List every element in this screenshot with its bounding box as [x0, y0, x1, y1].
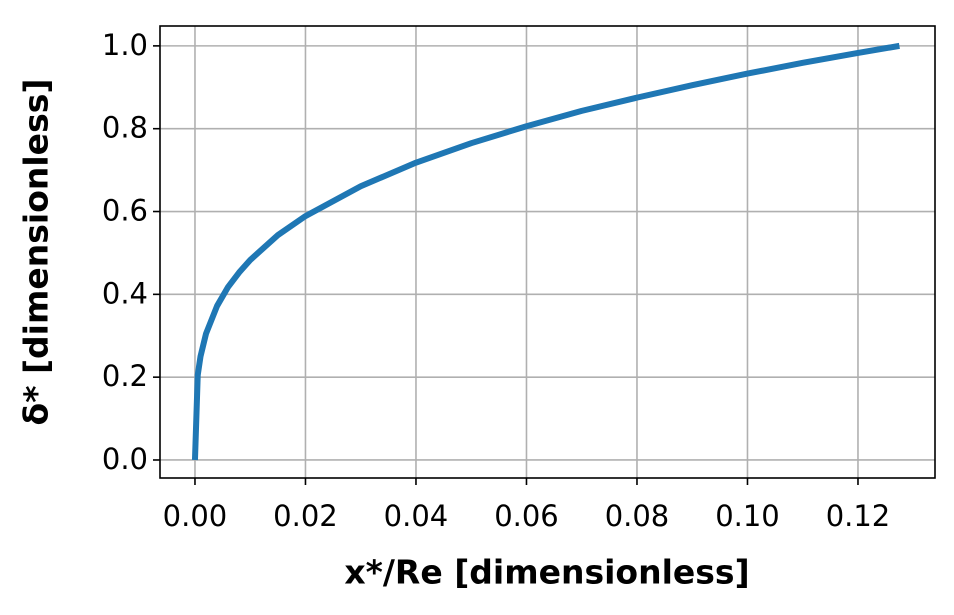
y-tick-label: 0.0: [102, 442, 148, 476]
y-tick-label: 0.8: [102, 111, 148, 145]
x-tick-label: 0.12: [826, 499, 891, 533]
x-tick-label: 0.08: [605, 499, 670, 533]
y-tick-label: 0.2: [102, 359, 148, 393]
y-tick-label: 1.0: [102, 28, 148, 62]
x-axis-label: x*/Re [dimensionless]: [344, 553, 749, 592]
x-tick-label: 0.06: [494, 499, 559, 533]
x-tick-label: 0.02: [273, 499, 338, 533]
y-tick-label: 0.4: [102, 276, 148, 310]
y-tick-label: 0.6: [102, 194, 148, 228]
y-axis-label: δ* [dimensionless]: [17, 79, 56, 426]
x-tick-label: 0.00: [163, 499, 228, 533]
x-tick-label: 0.04: [384, 499, 449, 533]
plot-frame: [159, 25, 936, 479]
x-tick-label: 0.10: [715, 499, 780, 533]
data-line: [191, 42, 900, 461]
